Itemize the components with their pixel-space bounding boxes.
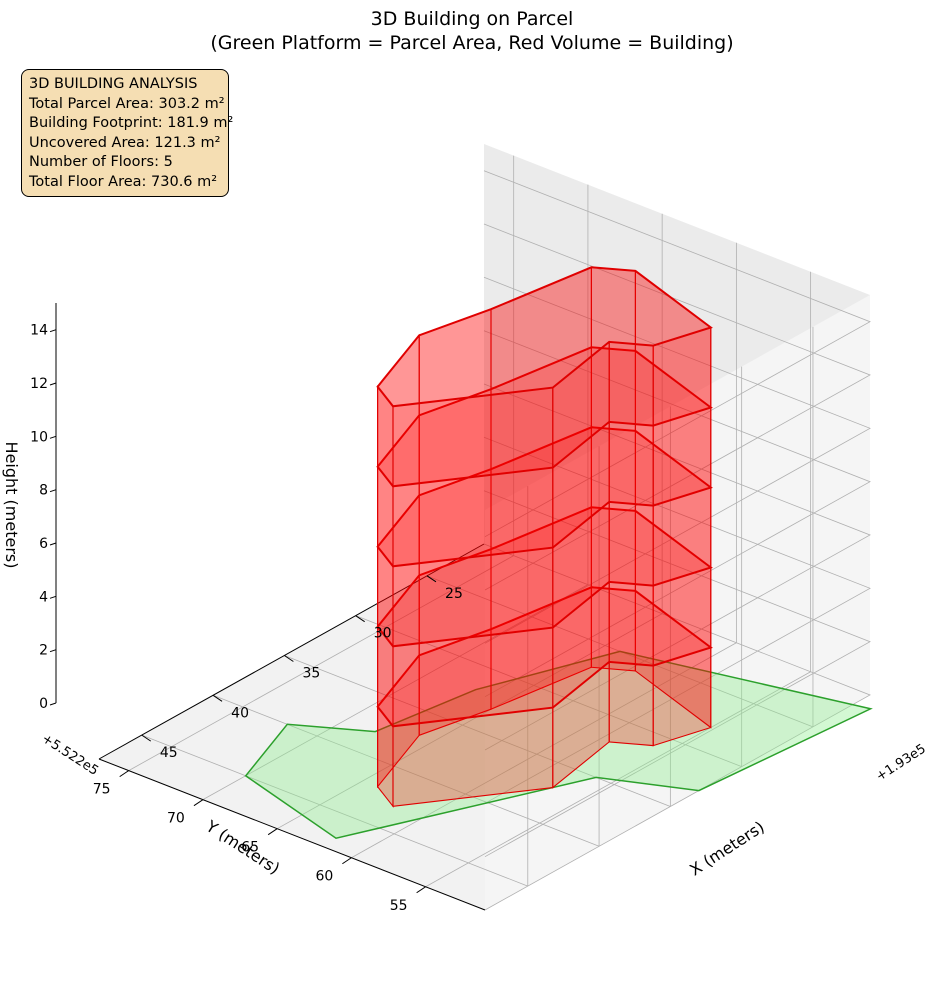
parcel-polygon	[244, 650, 873, 840]
x-axis-label: X (meters)	[686, 817, 768, 879]
z-tick-mark	[49, 595, 57, 599]
y-tick-label: 60	[315, 869, 333, 885]
y-tick-mark	[267, 828, 278, 836]
x-tick-label: 25	[445, 586, 463, 602]
axis-lines	[55, 303, 486, 911]
parcel-layer	[244, 650, 873, 840]
axes-panes	[99, 144, 870, 910]
y-tick-label: 75	[93, 782, 111, 798]
building-floor-slab	[376, 266, 713, 408]
tick-labels: 25 30 35 40 45 55 60 65 70 75 0 2 4 6 8 10 12 14	[30, 323, 463, 914]
x-tick-mark	[141, 734, 152, 742]
z-tick-mark	[49, 435, 57, 439]
z-tick-label: 10	[30, 429, 48, 445]
grid-line-z	[483, 223, 871, 591]
x-tick-mark	[212, 694, 223, 702]
info-line-uncovered: Uncovered Area: 121.3 m²	[29, 134, 221, 151]
grid-line-x	[284, 655, 671, 807]
info-line-floor-area: Total Floor Area: 730.6 m²	[29, 173, 218, 190]
analysis-info-box: 3D BUILDING ANALYSIS Total Parcel Area: …	[21, 69, 234, 197]
y-tick-mark	[119, 770, 129, 778]
info-line-floors: Number of Floors: 5	[29, 154, 173, 171]
x-tick-mark	[426, 575, 437, 583]
building-floor	[376, 586, 713, 808]
z-tick-mark	[49, 382, 57, 386]
z-tick-mark	[49, 542, 57, 546]
x-tick-mark	[355, 615, 365, 623]
info-line-footprint: Building Footprint: 181.9 m²	[29, 115, 234, 132]
grid-line-z	[483, 436, 871, 804]
grid-line-z	[483, 330, 871, 698]
z-tick-mark	[49, 489, 57, 493]
x-tick-label: 30	[374, 626, 392, 642]
x-axis-offset: +1.93e5	[873, 741, 928, 784]
grid-line-y	[202, 584, 589, 801]
z-tick-mark	[49, 329, 57, 333]
grid-line-z	[483, 490, 871, 858]
grid-line-x	[141, 734, 528, 887]
grid-line-x	[212, 694, 600, 847]
z-tick-mark	[49, 702, 57, 706]
y-tick-label: 55	[390, 898, 408, 914]
y-tick-mark	[416, 886, 426, 894]
y-axis-line	[98, 543, 485, 760]
z-tick-label: 6	[39, 536, 48, 552]
building-layer	[376, 266, 713, 808]
info-heading: 3D BUILDING ANALYSIS	[29, 76, 198, 92]
z-tick-label: 2	[39, 643, 48, 659]
y-tick-mark	[342, 857, 352, 865]
chart-title-line-1: 3D Building on Parcel	[371, 8, 574, 30]
z-tick-label: 12	[30, 376, 48, 392]
z-tick-label: 0	[39, 696, 48, 712]
x-tick-label: 45	[160, 745, 178, 761]
grid-line-z	[483, 383, 871, 751]
grid-line-x	[355, 615, 742, 768]
x-axis-line	[98, 758, 486, 911]
x-tick-label: 35	[302, 665, 320, 681]
z-tick-label: 4	[39, 589, 48, 605]
info-line-parcel-area: Total Parcel Area: 303.2 m²	[29, 95, 225, 112]
grid-line-z	[483, 170, 871, 538]
grid-line-y	[128, 555, 514, 771]
y-axis-offset: +5.522e5	[39, 731, 101, 779]
grid-lines	[128, 155, 871, 911]
grid-line-y	[351, 642, 737, 859]
y-tick-label: 65	[241, 840, 259, 856]
grid-line-y	[276, 613, 663, 830]
grid-line-y	[425, 671, 811, 888]
x-tick-mark	[284, 655, 294, 662]
y-tick-label: 70	[167, 811, 185, 827]
z-axis-label: Height (meters)	[2, 442, 21, 569]
grid-line-z	[483, 276, 871, 644]
z-tick-label: 8	[39, 483, 48, 499]
side-wall-pane	[485, 295, 870, 910]
building-floor	[376, 506, 713, 728]
z-tick-mark	[49, 649, 57, 653]
z-tick-label: 14	[30, 323, 48, 339]
building-floor	[376, 346, 713, 568]
building-floor	[376, 266, 713, 488]
grid-line-z	[483, 543, 871, 911]
x-tick-label: 40	[231, 705, 249, 721]
chart-title-line-2: (Green Platform = Parcel Area, Red Volum…	[210, 32, 733, 54]
y-tick-mark	[193, 799, 204, 807]
